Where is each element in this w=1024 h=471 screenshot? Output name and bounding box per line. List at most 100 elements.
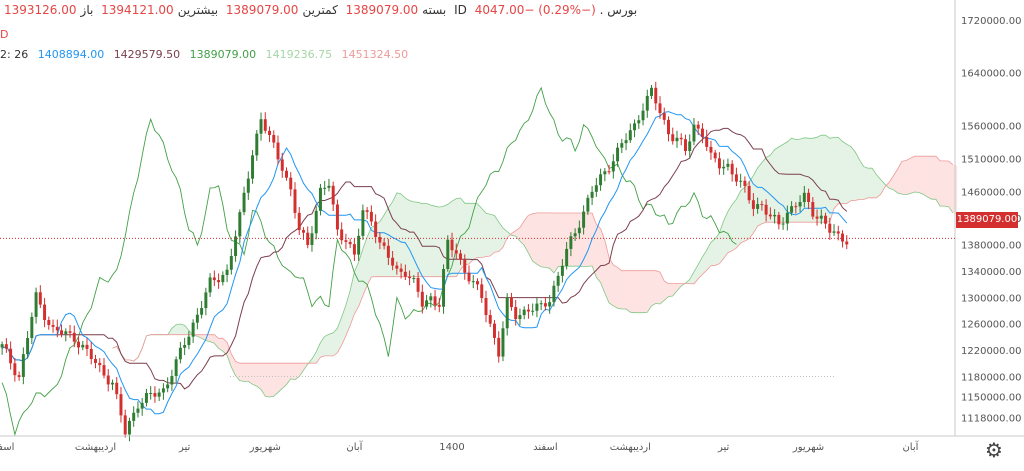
candle-body — [425, 300, 429, 307]
cloud-segment — [473, 203, 478, 260]
candle-body — [170, 376, 174, 385]
candle-body — [187, 336, 191, 346]
candle-body — [565, 248, 569, 266]
cloud-segment — [248, 363, 253, 385]
candle-body — [743, 180, 747, 186]
candle-body — [416, 278, 420, 292]
kijun-value: 1429579.50 — [113, 48, 181, 61]
cloud-segment — [235, 361, 240, 381]
high-value: 1394121.00 — [101, 3, 174, 17]
candle-body — [450, 239, 454, 251]
cloud-segment — [935, 156, 941, 207]
candle-body — [662, 113, 666, 120]
candle-body — [246, 178, 250, 193]
candle-body — [586, 197, 590, 212]
candle-body — [543, 303, 547, 307]
cloud-segment — [524, 215, 529, 254]
candle-body — [471, 281, 475, 283]
x-tick-label: تیر — [178, 442, 191, 453]
cloud-segment — [536, 212, 542, 267]
cloud-segment — [502, 228, 508, 248]
candle-body — [21, 354, 25, 377]
y-tick-label: 1560000.00 — [961, 122, 1021, 133]
candle-body — [51, 324, 55, 327]
close-label: بسته — [422, 3, 447, 17]
candle-body — [641, 110, 645, 121]
candle-body — [722, 166, 726, 169]
candle-body — [768, 214, 772, 217]
candle-body — [348, 241, 352, 245]
candle-body — [263, 119, 267, 131]
candle-body — [323, 187, 327, 189]
candle-body — [645, 95, 649, 111]
candle-body — [781, 223, 785, 225]
candle-body — [136, 408, 140, 413]
cloud-segment — [791, 138, 796, 223]
cloud-segment — [893, 168, 898, 194]
candle-body — [476, 281, 479, 285]
last-price-tag: 1389079.00 — [956, 212, 1018, 228]
kijun-line — [1, 127, 848, 390]
candle-body — [272, 134, 276, 143]
cloud-segment — [201, 334, 206, 341]
cloud-segment — [494, 215, 499, 253]
cloud-segment — [770, 149, 775, 223]
cloud-segment — [333, 328, 338, 356]
candle-body — [161, 388, 165, 393]
cloud-segment — [239, 363, 245, 382]
cloud-segment — [630, 270, 635, 313]
cloud-segment — [778, 144, 784, 223]
candle-body — [43, 304, 47, 321]
candle-body — [531, 310, 535, 312]
cloud-segment — [176, 323, 181, 335]
cloud-segment — [282, 363, 287, 389]
cloud-segment — [876, 174, 881, 198]
candle-body — [773, 214, 777, 217]
candle-body — [633, 123, 637, 131]
candle-body — [276, 142, 280, 160]
cloud-segment — [180, 323, 185, 335]
candle-body — [149, 392, 153, 394]
x-tick-label: آبان — [346, 440, 363, 453]
candle-body — [522, 309, 526, 316]
gear-icon[interactable]: ⚙ — [985, 438, 1003, 462]
candle-body — [318, 187, 322, 211]
candle-body — [841, 233, 845, 242]
candlesticks — [0, 81, 849, 442]
candle-body — [492, 323, 496, 338]
candle-body — [306, 232, 310, 245]
candle-body — [132, 412, 136, 421]
y-tick-label: 1380000.00 — [961, 240, 1021, 251]
candle-body — [628, 130, 632, 141]
cloud-segment — [273, 363, 279, 397]
candle-body — [293, 189, 297, 213]
cloud-segment — [732, 199, 737, 251]
candle-body — [518, 315, 522, 320]
candle-body — [34, 292, 38, 317]
cloud-segment — [261, 363, 266, 397]
cloud-segment — [396, 192, 402, 277]
cloud-segment — [821, 135, 826, 223]
cloud-segment — [256, 363, 262, 390]
candle-body — [501, 328, 505, 357]
candle-body — [845, 241, 849, 245]
candle-body — [480, 284, 484, 299]
cloud-segment — [867, 168, 873, 198]
candle-body — [607, 171, 611, 173]
x-tick-label: تیر — [717, 442, 730, 453]
candle-body — [85, 344, 89, 349]
ichimoku-cloud — [112, 135, 958, 398]
candle-body — [412, 278, 416, 280]
candle-body — [301, 230, 305, 233]
x-tick-label: آبان — [902, 440, 919, 453]
candle-body — [229, 256, 233, 270]
cloud-segment — [787, 138, 792, 223]
y-tick-label: 1118000.00 — [961, 414, 1021, 425]
cloud-segment — [927, 156, 932, 200]
cloud-segment — [558, 212, 563, 267]
candle-body — [650, 87, 654, 96]
candle-body — [94, 359, 97, 363]
candle-body — [726, 163, 730, 167]
y-tick-label: 1720000.00 — [961, 16, 1021, 27]
